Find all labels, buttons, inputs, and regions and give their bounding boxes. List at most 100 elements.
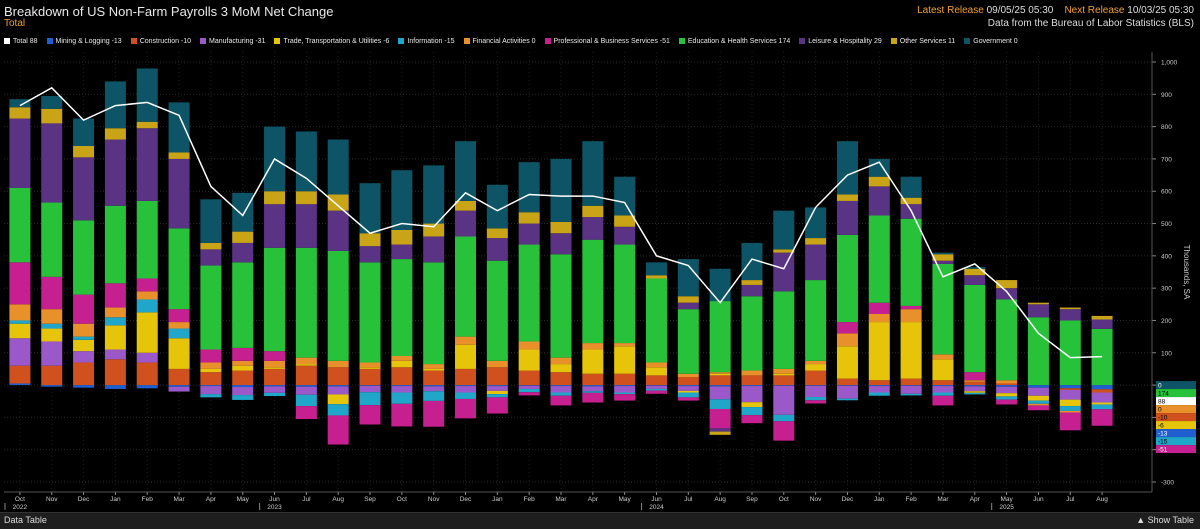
legend-item[interactable]: Mining & Logging -13 (46, 38, 122, 45)
bar-segment (741, 284, 763, 297)
bar-segment (518, 385, 540, 386)
value-tag-label: -15 (1158, 438, 1168, 445)
legend-item[interactable]: Information -15 (398, 38, 455, 45)
bar-segment (41, 108, 63, 124)
bar-segment (359, 368, 381, 386)
bar-segment (805, 400, 827, 404)
value-tag (1156, 429, 1196, 438)
bar-segment (391, 360, 413, 368)
bar-segment (805, 238, 827, 245)
bar-segment (709, 372, 731, 374)
legend-item[interactable]: Leisure & Hospitality 29 (799, 38, 882, 45)
bar-segment (232, 192, 254, 232)
bar-segment (518, 349, 540, 371)
bar-segment (73, 157, 95, 221)
bar-segment (550, 385, 572, 387)
legend-item[interactable]: Financial Activities 0 (463, 38, 536, 45)
bar-segment (582, 349, 604, 374)
legend-item[interactable]: Other Services 11 (890, 38, 955, 45)
x-tick-label: Jul (302, 496, 311, 503)
bar-segment (73, 323, 95, 337)
value-tag-label: -10 (1158, 414, 1168, 421)
bar-segment (932, 260, 954, 264)
bar-segment (295, 385, 317, 387)
legend-item[interactable]: Professional & Business Services -51 (544, 38, 670, 45)
bar-segment (168, 386, 190, 392)
bar-segment (932, 395, 954, 406)
legend-item[interactable]: Construction -10 (130, 38, 191, 45)
bar-segment (264, 367, 286, 369)
bar-segment (104, 283, 126, 308)
x-tick-label: Jul (1066, 496, 1075, 503)
bar-segment (518, 388, 540, 393)
legend-item[interactable]: Trade, Transportation & Utilities -6 (274, 38, 389, 45)
bar-segment (964, 275, 986, 285)
bar-segment (486, 394, 508, 398)
bar-segment (9, 107, 31, 119)
bar-segment (996, 383, 1018, 386)
bar-segment (391, 259, 413, 356)
bar-segment (1059, 385, 1081, 389)
value-tag (1156, 421, 1196, 430)
bar-segment (1027, 403, 1049, 406)
bar-segment (41, 123, 63, 203)
x-tick-label: Apr (206, 496, 217, 503)
legend-swatch (200, 38, 207, 44)
x-tick-label: Jun (651, 496, 662, 503)
bar-segment (327, 404, 349, 416)
bar-segment (1091, 402, 1113, 405)
x-tick-label: May (1000, 496, 1013, 503)
data-table-button[interactable]: Data Table (4, 515, 47, 525)
bar-segment (709, 385, 731, 387)
x-tick-label: Jun (1033, 496, 1044, 503)
legend-item[interactable]: Total 88 (4, 38, 38, 45)
show-table-button[interactable]: ▲ Show Table (1136, 515, 1194, 525)
x-tick-label: Apr (588, 496, 599, 503)
data-source: Data from the Bureau of Labor Statistics… (987, 18, 1194, 29)
y-tick-label: 1,000 (1161, 60, 1178, 67)
bar-segment (295, 386, 317, 395)
bar-segment (550, 386, 572, 393)
bar-segment (486, 360, 508, 368)
bar-segment (741, 385, 763, 387)
bar-segment (582, 239, 604, 344)
bar-segment (1091, 404, 1113, 410)
y-tick-label: 600 (1161, 189, 1172, 196)
legend-item[interactable]: Education & Health Services 174 (678, 38, 790, 45)
bar-segment (455, 210, 477, 237)
bar-segment (868, 215, 890, 303)
bar-segment (104, 139, 126, 206)
bar-segment (550, 372, 572, 386)
value-tag-label: -6 (1158, 422, 1164, 429)
bar-segment (327, 139, 349, 195)
bar-segment (677, 397, 699, 401)
bar-segment (41, 95, 63, 109)
bar-segment (359, 362, 381, 368)
legend-item[interactable]: Manufacturing -31 (200, 38, 265, 45)
bar-segment (645, 390, 667, 394)
bar-segment (964, 381, 986, 386)
bar-segment (645, 385, 667, 386)
bar-segment (773, 385, 795, 415)
bar-segment (582, 385, 604, 387)
value-tag (1156, 405, 1196, 414)
bar-segment (136, 299, 158, 313)
bar-segment (996, 393, 1018, 397)
bar-segment (359, 262, 381, 363)
bar-segment (550, 221, 572, 234)
bar-segment (614, 226, 636, 245)
value-tag-label: -13 (1158, 430, 1168, 437)
bar-segment (614, 385, 636, 387)
bar-segment (391, 385, 413, 387)
bar-segment (1059, 410, 1081, 413)
bar-segment (73, 385, 95, 388)
bar-segment (391, 230, 413, 245)
bar-segment (73, 146, 95, 158)
bar-segment (996, 396, 1018, 400)
year-label: 2023 (267, 504, 282, 511)
bar-segment (964, 385, 986, 387)
legend-item[interactable]: Government 0 (964, 38, 1018, 45)
bar-segment (264, 204, 286, 248)
bar-segment (582, 386, 604, 392)
value-tag (1156, 413, 1196, 422)
